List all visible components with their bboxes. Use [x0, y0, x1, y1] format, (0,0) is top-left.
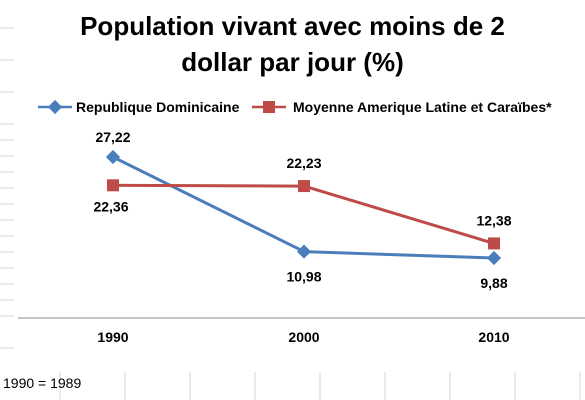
- footnote: 1990 = 1989: [3, 375, 82, 391]
- data-point-series-1: [105, 149, 121, 165]
- legend-marker-series-2: [263, 101, 275, 113]
- data-label-series-2: 22,23: [286, 155, 321, 171]
- data-point-series-2: [107, 179, 119, 192]
- data-label-series-1: 10,98: [286, 269, 321, 285]
- x-axis-ticks: 1990 2000 2010: [97, 329, 509, 345]
- data-point-series-2: [298, 180, 310, 193]
- legend-marker-series-1: [47, 99, 63, 115]
- data-label-series-2: 22,36: [93, 198, 128, 214]
- chart-title-line-2: dollar par jour (%): [181, 47, 404, 77]
- data-point-series-1: [296, 244, 312, 259]
- chart-title-line-1: Population vivant avec moins de 2: [80, 11, 505, 41]
- chart-legend: Republique Dominicaine Moyenne Amerique …: [38, 99, 552, 115]
- chart-title: Population vivant avec moins de 2 dollar…: [0, 8, 585, 80]
- series-line-2: [112, 183, 495, 245]
- data-point-series-2: [488, 237, 500, 250]
- data-point-series-1: [486, 250, 502, 266]
- legend-label-series-2: Moyenne Amerique Latine et Caraïbes*: [293, 99, 552, 115]
- data-label-series-2: 12,38: [476, 212, 511, 228]
- data-label-series-1: 27,22: [95, 129, 130, 145]
- plot-area: 27,22 10,98 9,88 22,36 22,23 12,38: [93, 129, 511, 291]
- x-tick-label: 2000: [288, 329, 319, 345]
- data-label-series-1: 9,88: [480, 275, 507, 291]
- legend-label-series-1: Republique Dominicaine: [76, 99, 240, 115]
- series-line-1: [112, 155, 495, 260]
- x-tick-label: 1990: [97, 329, 128, 345]
- x-tick-label: 2010: [478, 329, 509, 345]
